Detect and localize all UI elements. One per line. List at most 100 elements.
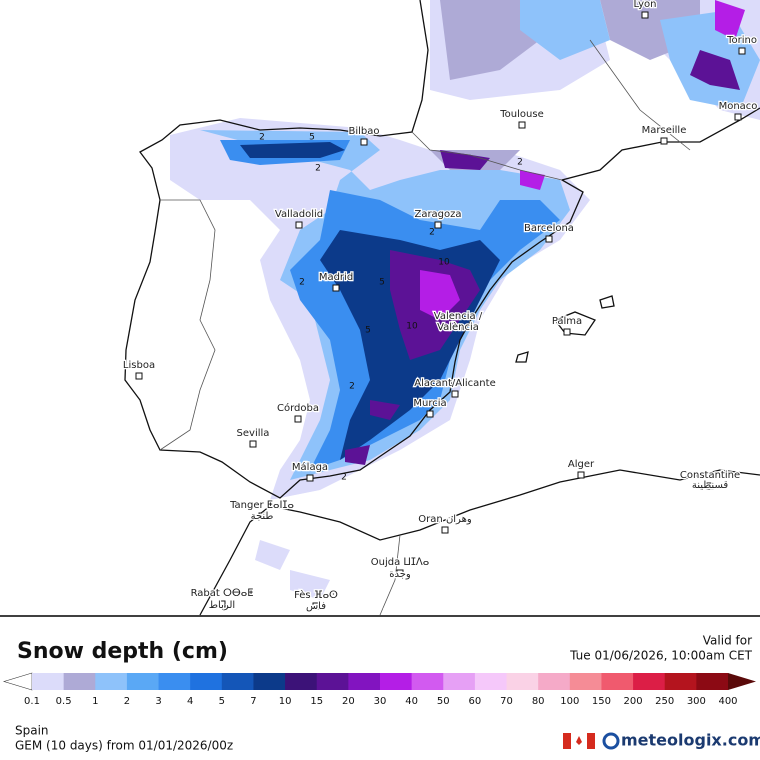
model: GEM (10 days) from 01/01/2026/00z	[15, 739, 233, 753]
city-label: Valencia /	[434, 311, 483, 322]
contour-label: 2	[517, 158, 523, 168]
city-label: Alacant/Alicante	[414, 378, 495, 389]
colorbar-label: 60	[469, 696, 482, 707]
city-label: Madrid	[319, 272, 353, 283]
colorbar-label: 0.5	[56, 696, 72, 707]
city-label: الرباط	[209, 600, 235, 611]
contour-label: 5	[379, 278, 385, 288]
city-label: Lisboa	[123, 360, 155, 371]
city-marker	[294, 415, 302, 423]
city-marker	[312, 602, 320, 610]
contour-label: 2	[299, 278, 305, 288]
map: Map data © OpenStreetMap contributors, r…	[0, 0, 760, 617]
city-marker	[441, 526, 449, 534]
colorbar-swatch	[190, 673, 223, 690]
brand: meteologix.com	[621, 731, 760, 750]
colorbar-swatch	[380, 673, 413, 690]
borders	[159, 39, 691, 616]
contour-label: 5	[309, 133, 315, 143]
city-marker	[518, 121, 526, 129]
city-marker	[738, 47, 746, 55]
contour-label: 2	[315, 164, 321, 174]
city-label: Lyon	[633, 0, 656, 10]
colorbar-swatch	[474, 673, 508, 690]
colorbar-label: 2	[124, 696, 130, 707]
colorbar-swatch	[569, 673, 602, 690]
city-label: Oujda ⵡⵊⴷⴰ	[371, 557, 430, 568]
snow-cover	[170, 0, 760, 600]
region: Spain	[15, 724, 49, 738]
city-label: Córdoba	[277, 402, 319, 414]
contour-label: 2	[259, 133, 265, 143]
city-label: طنجة	[251, 511, 274, 522]
colorbar-label: 100	[560, 696, 579, 707]
city-label: Torino	[726, 35, 757, 46]
city-label: فاس	[306, 601, 326, 612]
city-label: Zaragoza	[414, 209, 461, 220]
city-label: Oran وهران	[418, 514, 472, 525]
city-label: Rabat ⵔⴱⴰⵟ	[191, 588, 254, 599]
city-label: Valladolid	[275, 209, 323, 220]
city-marker	[577, 471, 585, 479]
colorbar-swatch	[126, 673, 160, 690]
city-marker	[249, 440, 257, 448]
contour-label: 2	[341, 473, 347, 483]
city-label: València	[437, 321, 479, 333]
city-marker	[332, 284, 340, 292]
city-marker	[135, 372, 143, 380]
logo-mark	[602, 732, 620, 750]
colorbar-swatch	[601, 673, 634, 690]
colorbar-swatch	[158, 673, 191, 690]
colorbar-label: 80	[532, 696, 545, 707]
colorbar-label: 0.1	[24, 696, 40, 707]
colorbar: 0.1 0.5 1 2 3 4 5 7 10 15 20 30 40 50 60 70 80 100 150 200 2…	[2, 672, 756, 707]
city-label: قسنطينة	[692, 480, 729, 491]
colorbar-label: 250	[655, 696, 674, 707]
colorbar-label: 20	[342, 696, 355, 707]
contour-label: 2	[349, 382, 355, 392]
colorbar-swatch	[538, 673, 571, 690]
city-marker	[258, 512, 266, 520]
city-label: Málaga	[292, 461, 328, 473]
city-marker	[545, 235, 553, 243]
colorbar-swatch	[253, 673, 286, 690]
contour-label: 10	[438, 258, 450, 268]
colorbar-label: 300	[687, 696, 706, 707]
colorbar-swatch	[664, 673, 697, 690]
contour-label: 5	[365, 326, 371, 336]
city-label: Barcelona	[524, 223, 574, 234]
colorbar-label: 30	[374, 696, 387, 707]
city-label: Murcia	[413, 398, 446, 409]
city-label: Bilbao	[348, 126, 379, 137]
colorbar-label: 3	[155, 696, 161, 707]
colorbar-label: 5	[219, 696, 225, 707]
valid-label: Valid for	[703, 634, 752, 648]
colorbar-label: 40	[405, 696, 418, 707]
contour-label: 10	[406, 322, 418, 332]
city-marker	[641, 11, 649, 19]
colorbar-under	[2, 672, 33, 691]
city-marker	[295, 221, 303, 229]
colorbar-swatch	[221, 673, 254, 690]
snow-purple	[345, 50, 740, 465]
colorbar-swatch	[348, 673, 381, 690]
city-label: Monaco	[719, 101, 758, 112]
city-marker	[306, 474, 314, 482]
city-label: Palma	[552, 316, 582, 327]
city-label: Sevilla	[237, 428, 270, 439]
city-label: Alger	[568, 459, 595, 470]
snow-gray	[430, 0, 700, 170]
city-marker	[434, 221, 442, 229]
colorbar-swatch	[95, 673, 128, 690]
city-label: Constantine	[680, 470, 740, 481]
city-marker	[451, 390, 459, 398]
colorbar-swatch	[411, 673, 444, 690]
legend-title: Snow depth (cm)	[17, 639, 228, 664]
city-label: Tanger ⵟⴰⵏⵊⴰ	[229, 500, 294, 511]
attribution: Map data © OpenStreetMap contributors, r…	[342, 606, 758, 615]
colorbar-swatch	[506, 673, 539, 690]
colorbar-label: 70	[500, 696, 513, 707]
colorbar-swatch	[696, 673, 729, 690]
colorbar-swatch	[443, 673, 476, 690]
city-marker	[706, 482, 714, 490]
